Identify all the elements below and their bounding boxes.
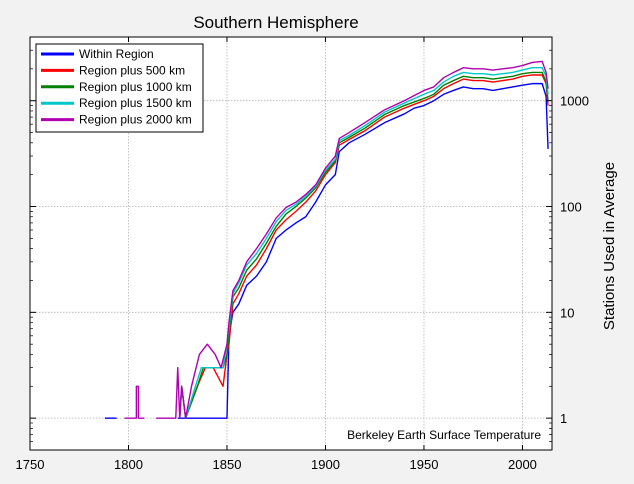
plot-frame bbox=[29, 36, 553, 451]
legend-label: Within Region bbox=[79, 47, 154, 61]
y-tick-label: 10 bbox=[560, 305, 574, 320]
legend-label: Region plus 2000 km bbox=[79, 113, 192, 127]
x-tick-label: 1800 bbox=[114, 457, 143, 472]
y-tick-label: 100 bbox=[560, 200, 582, 215]
x-tick-label: 1900 bbox=[311, 457, 340, 472]
series-line-3 bbox=[179, 71, 549, 419]
x-tick-label: 1750 bbox=[16, 457, 45, 472]
ticks: 1750 1800 1850 1900 1950 2000 1 10 100 1000 bbox=[16, 36, 589, 472]
series-line-1 bbox=[177, 82, 549, 419]
x-tick-label: 1850 bbox=[213, 457, 242, 472]
legend-label: Region plus 1500 km bbox=[79, 96, 192, 110]
y-axis-label: Stations Used in Average bbox=[601, 162, 618, 330]
legend-label: Region plus 500 km bbox=[79, 63, 185, 77]
plot-lines bbox=[104, 60, 549, 419]
x-tick-label: 1950 bbox=[410, 457, 439, 472]
legend: Within Region Region plus 500 km Region pl… bbox=[35, 43, 204, 133]
y-tick-label: 1 bbox=[560, 411, 567, 426]
y-tick-label: 1000 bbox=[560, 94, 589, 109]
x-tick-label: 2000 bbox=[508, 457, 537, 472]
series-line-5 bbox=[156, 60, 549, 419]
legend-label: Region plus 1000 km bbox=[79, 80, 192, 94]
series-line-2 bbox=[179, 74, 549, 419]
chart-title: Southern Hemisphere bbox=[193, 13, 358, 32]
series-line-5 bbox=[124, 385, 145, 419]
source-annotation: Berkeley Earth Surface Temperature bbox=[347, 428, 541, 442]
